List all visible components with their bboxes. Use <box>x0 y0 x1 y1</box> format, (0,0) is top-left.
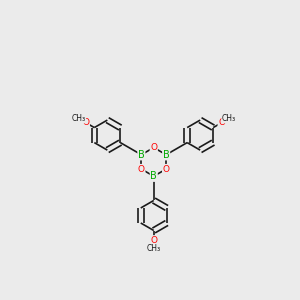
Text: O: O <box>218 118 225 127</box>
Text: CH₃: CH₃ <box>222 114 236 123</box>
Text: O: O <box>150 236 157 245</box>
Text: CH₃: CH₃ <box>72 114 86 123</box>
Text: B: B <box>150 171 157 181</box>
Text: B: B <box>138 150 145 160</box>
Text: O: O <box>138 165 145 174</box>
Text: B: B <box>163 150 169 160</box>
Text: O: O <box>150 143 157 152</box>
Text: O: O <box>82 118 89 127</box>
Text: O: O <box>163 165 170 174</box>
Text: CH₃: CH₃ <box>147 244 161 253</box>
